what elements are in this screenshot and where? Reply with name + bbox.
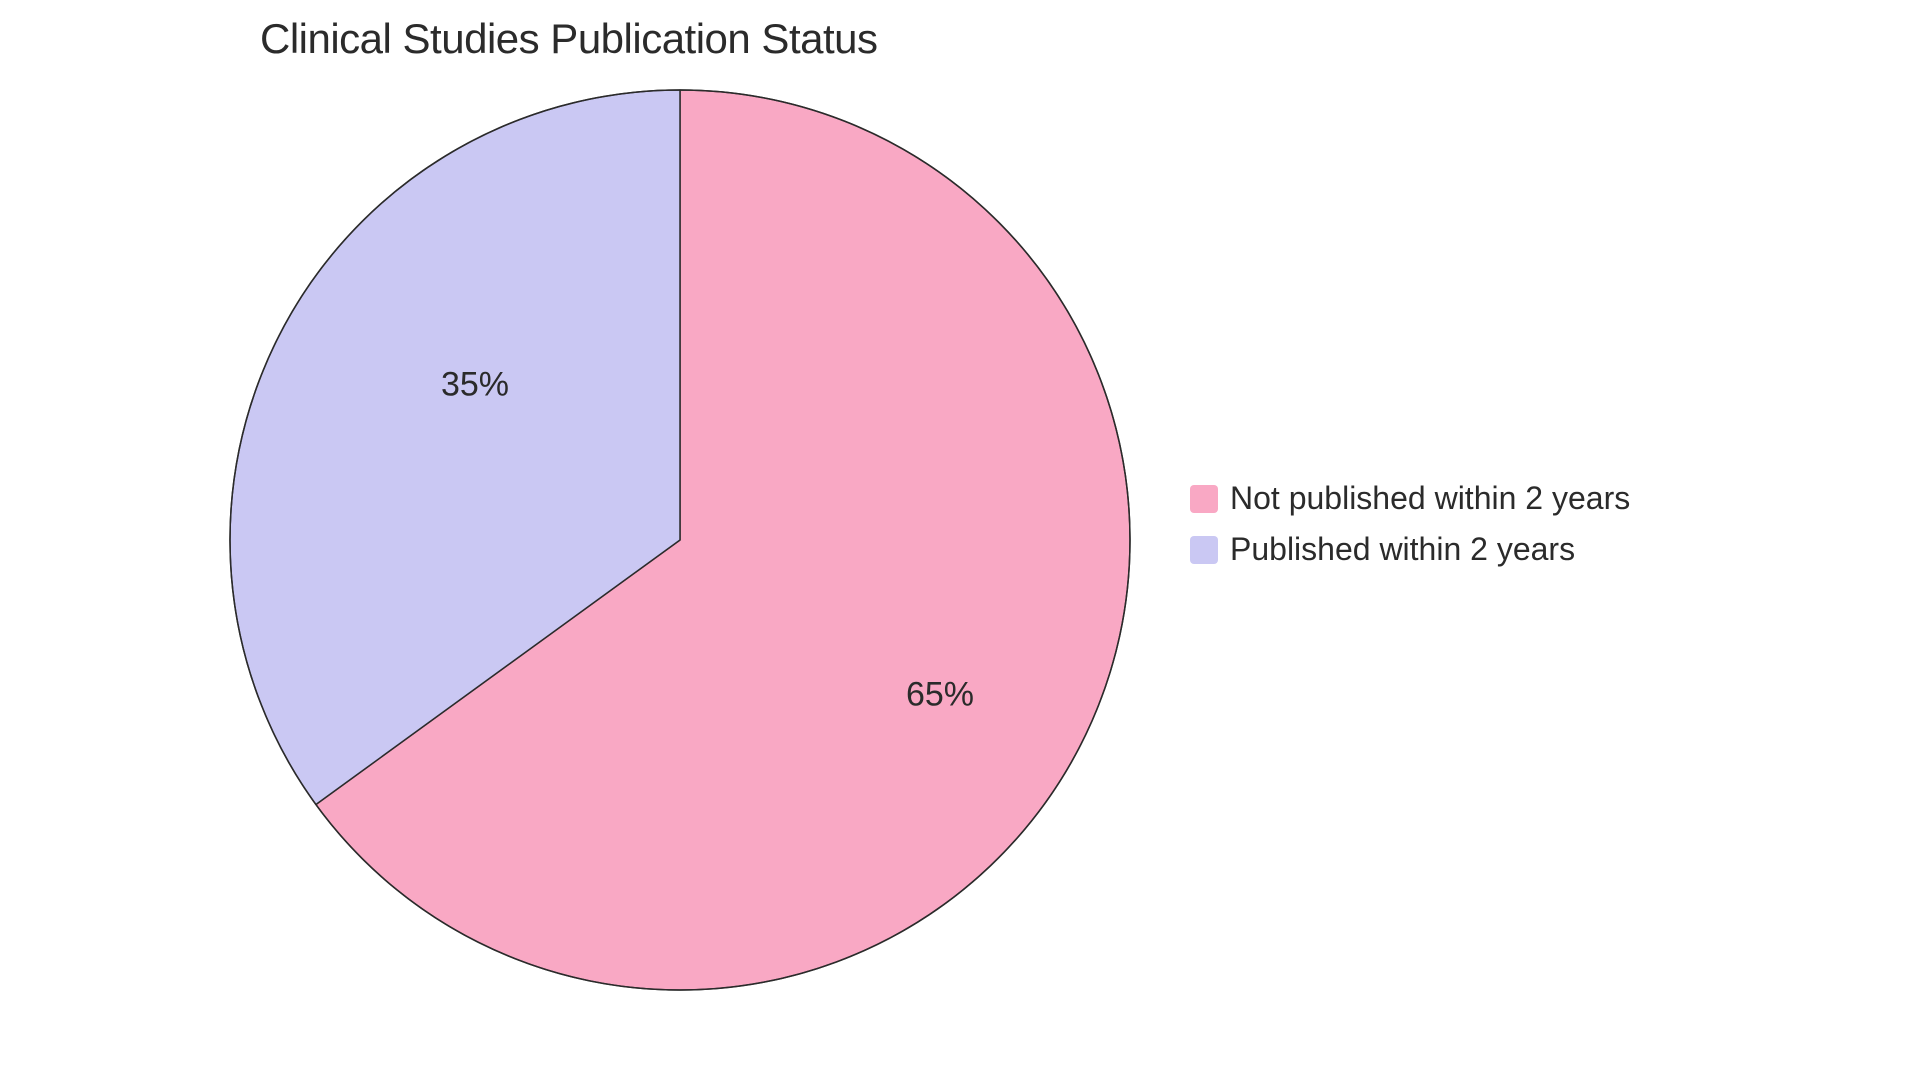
legend-item-published: Published within 2 years xyxy=(1190,531,1630,568)
legend-label-published: Published within 2 years xyxy=(1230,531,1575,568)
pie-chart xyxy=(225,85,1135,1000)
chart-title: Clinical Studies Publication Status xyxy=(260,15,878,63)
legend-swatch-not-published xyxy=(1190,485,1218,513)
legend: Not published within 2 years Published w… xyxy=(1190,480,1630,568)
legend-label-not-published: Not published within 2 years xyxy=(1230,480,1630,517)
slice-label-published: 35% xyxy=(441,366,509,405)
legend-item-not-published: Not published within 2 years xyxy=(1190,480,1630,517)
slice-label-not-published: 65% xyxy=(906,676,974,715)
pie-svg xyxy=(225,85,1135,995)
legend-swatch-published xyxy=(1190,536,1218,564)
